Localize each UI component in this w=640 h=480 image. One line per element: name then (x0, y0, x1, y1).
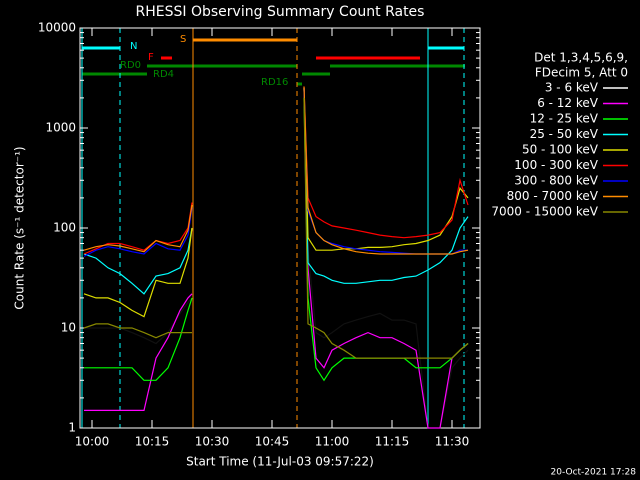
x-tick-label: 10:15 (135, 435, 170, 449)
x-tick-label: 11:15 (375, 435, 410, 449)
chart-title: RHESSI Observing Summary Count Rates (136, 4, 425, 20)
flag-label: N (130, 41, 137, 52)
legend-title: FDecim 5, Att 0 (535, 66, 628, 80)
y-tick-label: 1000 (45, 121, 76, 135)
flag-label: F (148, 52, 154, 63)
y-tick-label: 1 (68, 421, 76, 435)
y-axis-label: Count Rate (s⁻¹ detector⁻¹) (13, 146, 27, 309)
series-line (83, 97, 469, 359)
x-tick-label: 10:45 (255, 435, 290, 449)
x-tick-label: 10:30 (195, 435, 230, 449)
legend-label: 12 - 25 keV (530, 112, 599, 126)
flag-label: RD16 (261, 77, 288, 88)
flag-label: RD4 (153, 69, 174, 80)
legend-label: 800 - 7000 keV (507, 189, 599, 203)
x-tick-label: 10:00 (75, 435, 110, 449)
x-tick-label: 11:00 (315, 435, 350, 449)
legend-label: 50 - 100 keV (522, 143, 599, 157)
series-line (83, 88, 469, 295)
flag-label: RD0 (120, 60, 141, 71)
y-tick-label: 10000 (38, 21, 76, 35)
series-line (84, 88, 469, 429)
footer: 20-Oct-2021 17:28 (551, 468, 637, 478)
legend-title: Det 1,3,4,5,6,9, (534, 51, 628, 65)
legend-label: 7000 - 15000 keV (491, 205, 598, 219)
y-tick-label: 10 (61, 321, 76, 335)
legend-label: 300 - 800 keV (514, 174, 598, 188)
legend-label: 100 - 300 keV (514, 158, 598, 172)
legend-label: 3 - 6 keV (545, 81, 599, 95)
x-axis-label: Start Time (11-Jul-03 09:57:22) (186, 455, 374, 469)
flag-bars (82, 38, 465, 86)
y-tick-label: 100 (53, 221, 76, 235)
legend-label: 25 - 50 keV (530, 127, 599, 141)
x-tick-label: 11:30 (435, 435, 470, 449)
legend-label: 6 - 12 keV (537, 96, 599, 110)
flag-label: S (180, 34, 186, 45)
series-line (83, 86, 469, 255)
